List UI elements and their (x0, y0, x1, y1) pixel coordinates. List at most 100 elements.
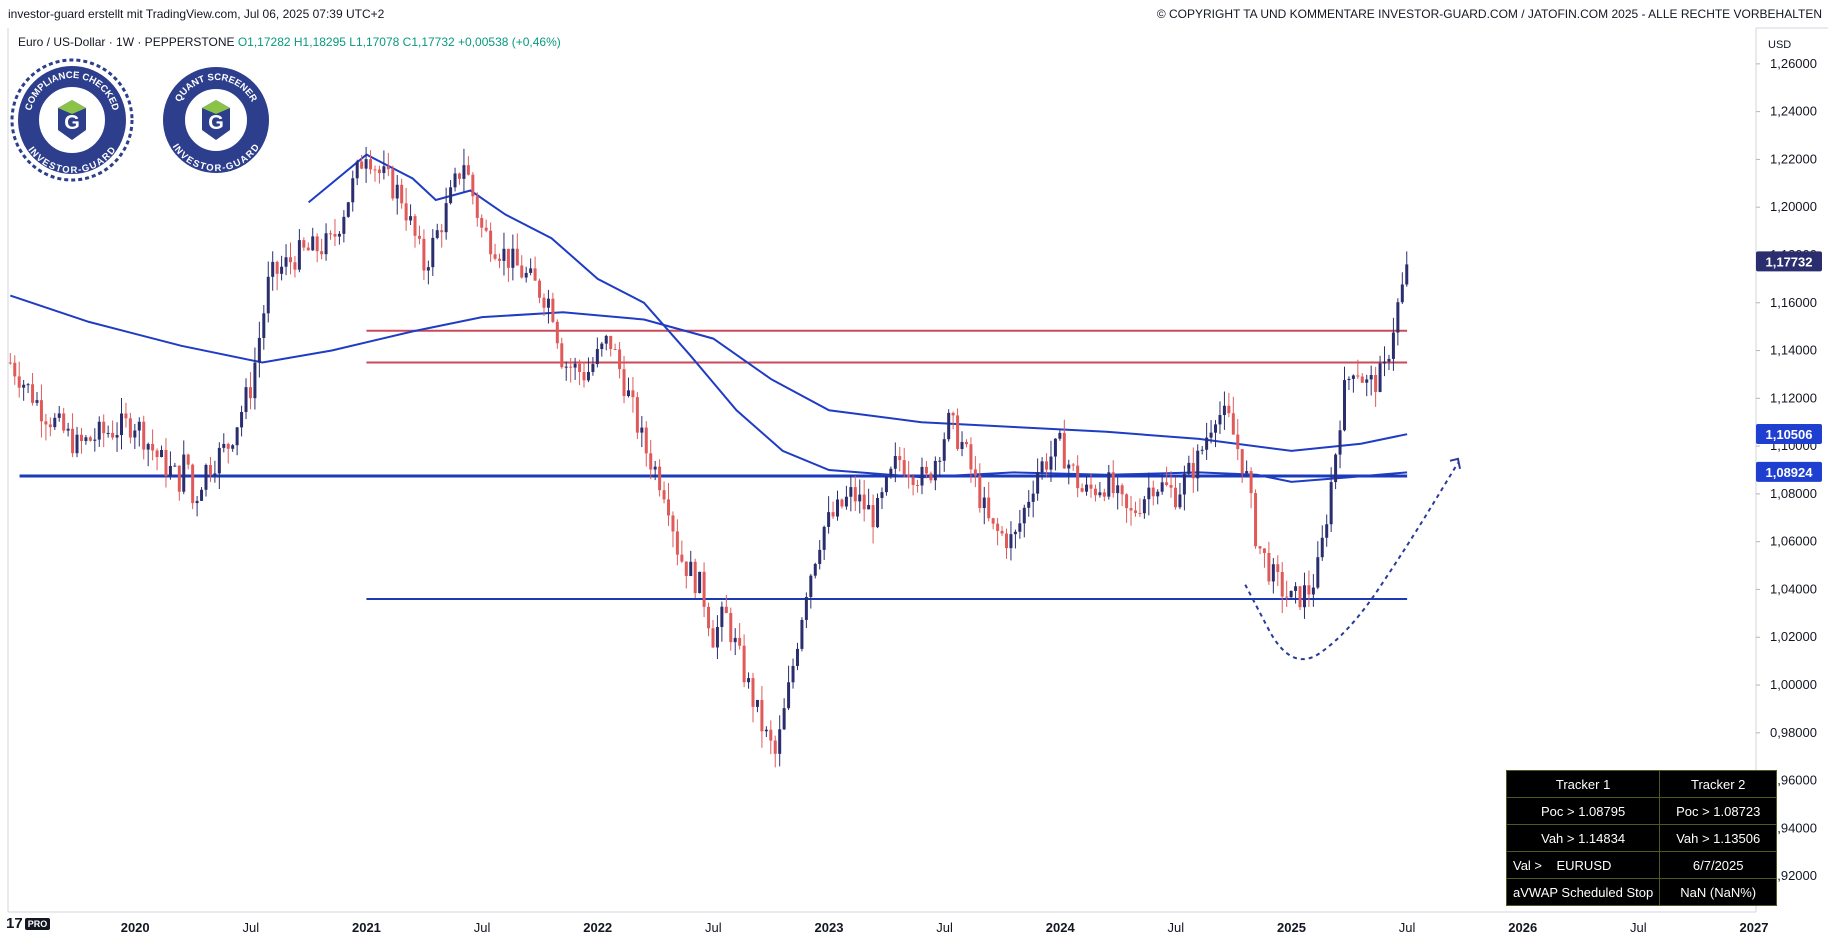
candle-body (151, 444, 155, 451)
candle-body (595, 349, 599, 365)
author-line: investor-guard erstellt mit TradingView.… (8, 7, 385, 21)
candle-body (644, 427, 648, 454)
candle-body (324, 233, 328, 255)
candle-body (578, 363, 582, 373)
candle-body (1294, 586, 1298, 591)
time-tick-label: Jul (1399, 920, 1416, 935)
candle-body (996, 523, 1000, 531)
candle-body (360, 161, 364, 169)
candle-body (1009, 534, 1013, 549)
price-tick-label: 1,00000 (1770, 677, 1817, 692)
compliance-badge: G COMPLIANCE CHECKED INVESTOR-GUARD (10, 58, 134, 182)
candle-body (213, 473, 217, 476)
candle-body (924, 466, 928, 474)
candle-body (1120, 485, 1124, 495)
candle-body (1227, 405, 1231, 414)
candle-body (248, 387, 252, 399)
candle-body (804, 597, 808, 620)
candle-body (520, 265, 524, 278)
candle-body (506, 248, 510, 268)
time-tick-label: 2022 (583, 920, 612, 935)
candle-body (920, 466, 924, 486)
candle-body (128, 418, 132, 438)
candle-body (280, 266, 284, 274)
candle-body (413, 216, 417, 236)
candle-body (1351, 375, 1355, 379)
candle-body (1165, 482, 1169, 486)
candle-body (973, 469, 977, 476)
time-tick-label: 2027 (1740, 920, 1769, 935)
candle-body (844, 496, 848, 507)
price-tick-label: 0,96000 (1770, 773, 1817, 788)
candle-body (306, 247, 310, 251)
candle-body (44, 421, 48, 425)
candle-body (364, 159, 368, 169)
candle-body (822, 526, 826, 550)
candle-body (293, 262, 297, 270)
candle-body (818, 549, 822, 564)
candle-body (422, 238, 426, 271)
candle-body (978, 475, 982, 509)
price-tick-label: 1,06000 (1770, 534, 1817, 549)
price-tick-label: 1,14000 (1770, 343, 1817, 358)
candle-body (1178, 494, 1182, 508)
candle-body (1298, 586, 1302, 608)
candle-body (840, 499, 844, 507)
candle-body (1191, 462, 1195, 479)
candle-body (1387, 358, 1391, 362)
candle-body (1338, 430, 1342, 455)
candle-body (208, 464, 212, 476)
candle-body (1129, 508, 1133, 511)
candle-body (1098, 492, 1102, 496)
candle-body (142, 421, 146, 450)
candle-body (115, 435, 119, 438)
price-tick-label: 0,92000 (1770, 868, 1817, 883)
candle-body (778, 729, 782, 754)
candle-body (773, 740, 777, 754)
price-label: 1,17732 (1766, 254, 1813, 269)
tradingview-logo[interactable]: 17 PRO (6, 915, 51, 932)
candle-body (133, 430, 137, 438)
tracker-table: Tracker 1 Tracker 2 Poc > 1.08795 Poc > … (1505, 770, 1778, 906)
candle-body (813, 563, 817, 576)
candle-body (1040, 461, 1044, 473)
candle-body (929, 473, 933, 481)
candle-body (342, 216, 346, 234)
time-tick-label: 2020 (121, 920, 150, 935)
candle-body (1267, 552, 1271, 582)
table-row: Tracker 1 Tracker 2 (1505, 770, 1778, 798)
candle-body (1271, 564, 1275, 582)
candle-body (168, 465, 172, 476)
badge-g-letter: G (208, 112, 224, 134)
candle-body (155, 450, 159, 458)
candle-body (1218, 415, 1222, 425)
candle-body (1173, 487, 1177, 508)
candle-body (969, 444, 973, 470)
candle-body (1093, 488, 1097, 496)
time-tick-label: 2025 (1277, 920, 1306, 935)
candle-body (444, 203, 448, 233)
candle-body (1187, 462, 1191, 474)
candle-body (1391, 332, 1395, 359)
candle-body (524, 272, 528, 278)
candle-body (382, 166, 386, 174)
table-cell: Val > EURUSD (1505, 851, 1661, 879)
candle-body (1245, 471, 1249, 474)
candle-body (79, 434, 83, 442)
candle-body (1049, 456, 1053, 470)
candle-body (555, 321, 559, 344)
candle-body (244, 387, 248, 413)
vwap-long-line (9, 294, 1408, 452)
candle-body (1214, 424, 1218, 433)
candle-body (902, 460, 906, 475)
time-tick-label: Jul (1630, 920, 1647, 935)
candle-body (266, 276, 270, 314)
candle-body (493, 254, 497, 259)
candle-body (613, 348, 617, 350)
candle-body (551, 298, 555, 322)
candle-body (386, 166, 390, 170)
candle-body (1058, 432, 1062, 439)
candle-body (1316, 557, 1320, 588)
candle-body (480, 217, 484, 228)
